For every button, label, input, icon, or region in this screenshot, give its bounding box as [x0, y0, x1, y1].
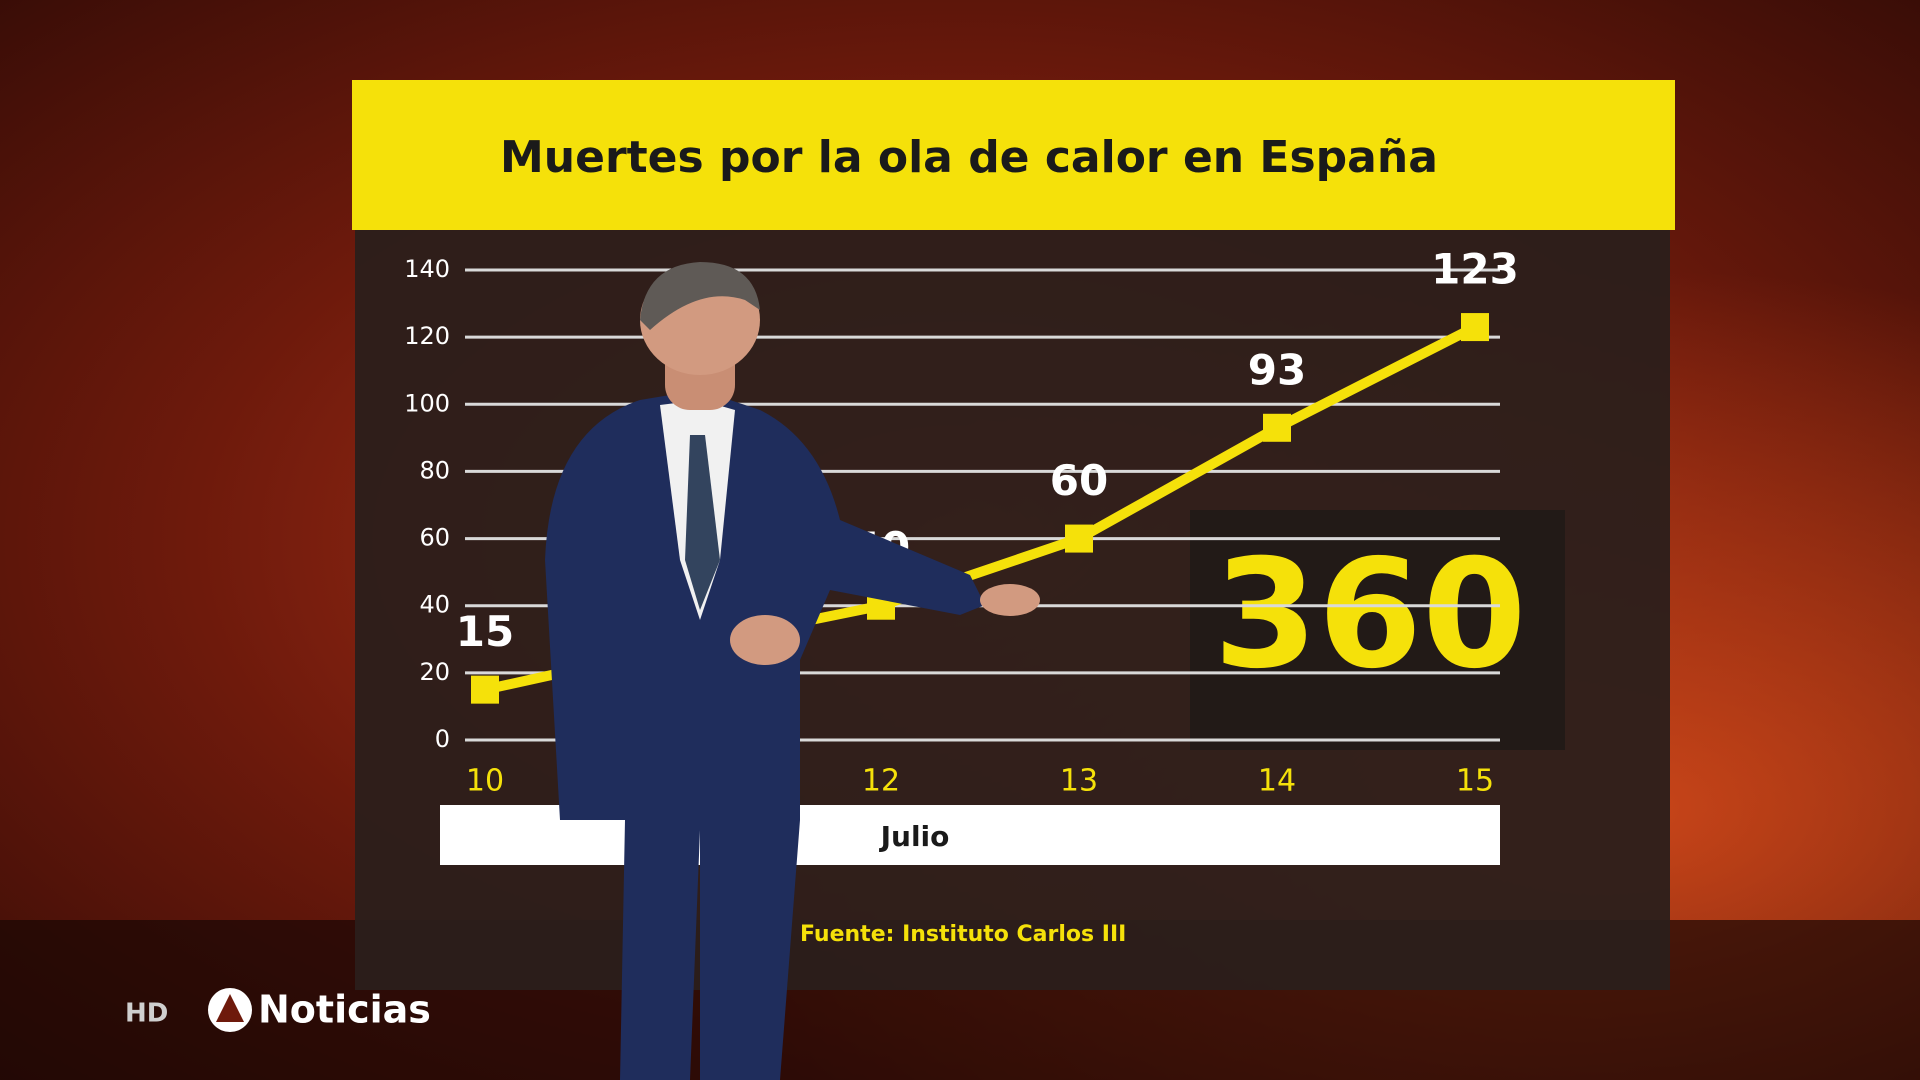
- y-tick-label: 80: [419, 456, 450, 484]
- brand-name: Noticias: [258, 988, 431, 1032]
- data-point: [471, 675, 499, 704]
- data-point: [1461, 313, 1489, 342]
- data-label: 93: [1248, 345, 1306, 394]
- y-tick-label: 100: [404, 389, 450, 417]
- presenter: [545, 262, 1040, 1080]
- data-label: 60: [1050, 456, 1108, 505]
- hd-badge: HD: [125, 999, 168, 1029]
- x-tick-label: 10: [466, 764, 504, 799]
- y-tick-label: 140: [404, 255, 450, 283]
- total-box: [1190, 510, 1565, 750]
- y-tick-label: 40: [419, 591, 450, 619]
- logo-mark: [216, 994, 244, 1022]
- x-tick-label: 13: [1060, 764, 1098, 799]
- x-tick-label: 15: [1456, 764, 1494, 799]
- y-tick-label: 0: [435, 725, 450, 753]
- y-tick-label: 20: [419, 658, 450, 686]
- data-label: 15: [456, 607, 514, 656]
- x-tick-label: 14: [1258, 764, 1296, 799]
- title-bar: [352, 80, 1675, 230]
- total-value: 360: [1213, 528, 1526, 702]
- x-axis-label: Julio: [879, 820, 950, 853]
- y-tick-label: 120: [404, 322, 450, 350]
- data-label: 123: [1431, 245, 1519, 294]
- data-point: [1263, 413, 1291, 442]
- x-tick-label: 12: [862, 764, 900, 799]
- data-point: [1065, 524, 1093, 553]
- source: Fuente: Instituto Carlos III: [800, 922, 1126, 947]
- y-tick-label: 60: [419, 524, 450, 552]
- chart-title: Muertes por la ola de calor en España: [500, 132, 1438, 183]
